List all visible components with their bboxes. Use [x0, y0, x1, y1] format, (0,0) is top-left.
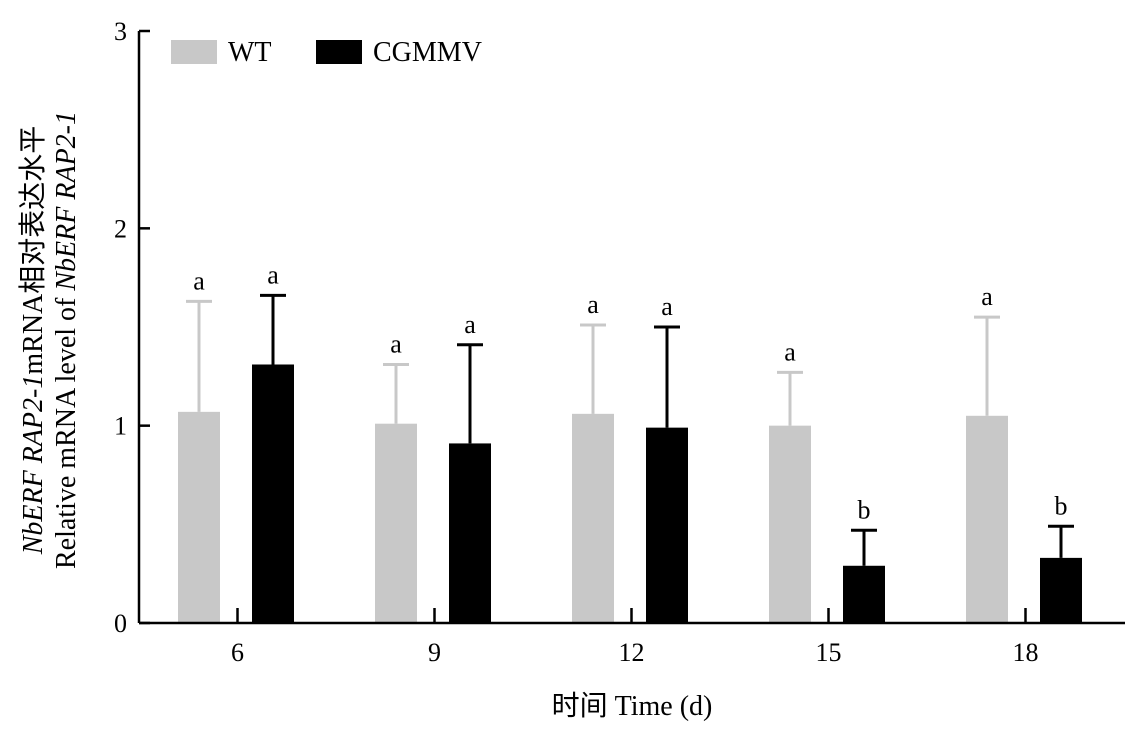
bar-wt-9 [375, 423, 417, 623]
significance-cgmmv-12: a [661, 292, 673, 321]
significance-cgmmv-15: b [858, 495, 871, 524]
bar-wt-12 [572, 413, 614, 623]
x-tick-label: 15 [816, 638, 842, 667]
legend-label-wt: WT [228, 37, 272, 68]
bar-cgmmv-6 [252, 364, 294, 623]
x-axis-title: 时间 Time (d) [552, 690, 713, 722]
errorbars-layer [186, 293, 1074, 566]
x-tick-label: 6 [231, 638, 244, 667]
y-axis-title-gene: NbERF RAP2-1 [18, 375, 49, 556]
significance-wt-9: a [390, 329, 402, 358]
y-tick-label: 0 [114, 609, 127, 638]
bar-cgmmv-12 [646, 427, 688, 623]
y-axis-title-gene-2: NbERF RAP2-1 [51, 111, 82, 292]
bar-wt-6 [178, 411, 220, 623]
x-tick-label: 12 [619, 638, 645, 667]
bar-cgmmv-9 [449, 443, 491, 623]
y-tick-label: 1 [114, 412, 127, 441]
significance-wt-15: a [784, 337, 796, 366]
significance-wt-12: a [587, 290, 599, 319]
significance-cgmmv-6: a [267, 260, 279, 289]
svg-text:NbERF RAP2-1mRNA相对表达水平: NbERF RAP2-1mRNA相对表达水平 [17, 126, 49, 556]
legend: WT CGMMV [171, 37, 482, 68]
bar-cgmmv-18 [1040, 557, 1082, 623]
significance-cgmmv-18: b [1055, 491, 1068, 520]
significance-wt-6: a [193, 266, 205, 295]
bar-wt-18 [966, 415, 1008, 623]
significance-cgmmv-9: a [464, 310, 476, 339]
y-axis-title-prefix: Relative mRNA level of [51, 291, 82, 569]
bar-cgmmv-15 [843, 565, 885, 623]
significance-labels: a a a a a a a b a b [193, 260, 1067, 524]
x-ticks: 6 9 12 15 18 [231, 608, 1039, 667]
x-tick-label: 9 [428, 638, 441, 667]
y-ticks: 0 1 2 3 [114, 17, 150, 638]
svg-text:Relative mRNA level of NbERF R: Relative mRNA level of NbERF RAP2-1 [51, 111, 82, 569]
legend-swatch-wt [171, 40, 217, 64]
legend-swatch-cgmmv [316, 40, 362, 64]
y-tick-label: 2 [114, 214, 127, 243]
y-axis-title: NbERF RAP2-1mRNA相对表达水平 Relative mRNA lev… [17, 111, 82, 569]
bar-wt-15 [769, 425, 811, 623]
significance-wt-18: a [981, 282, 993, 311]
bars-layer [178, 364, 1082, 623]
legend-label-cgmmv: CGMMV [373, 37, 482, 68]
y-tick-label: 3 [114, 17, 127, 46]
x-tick-label: 18 [1013, 638, 1039, 667]
y-axis-title-suffix: mRNA相对表达水平 [17, 126, 49, 375]
